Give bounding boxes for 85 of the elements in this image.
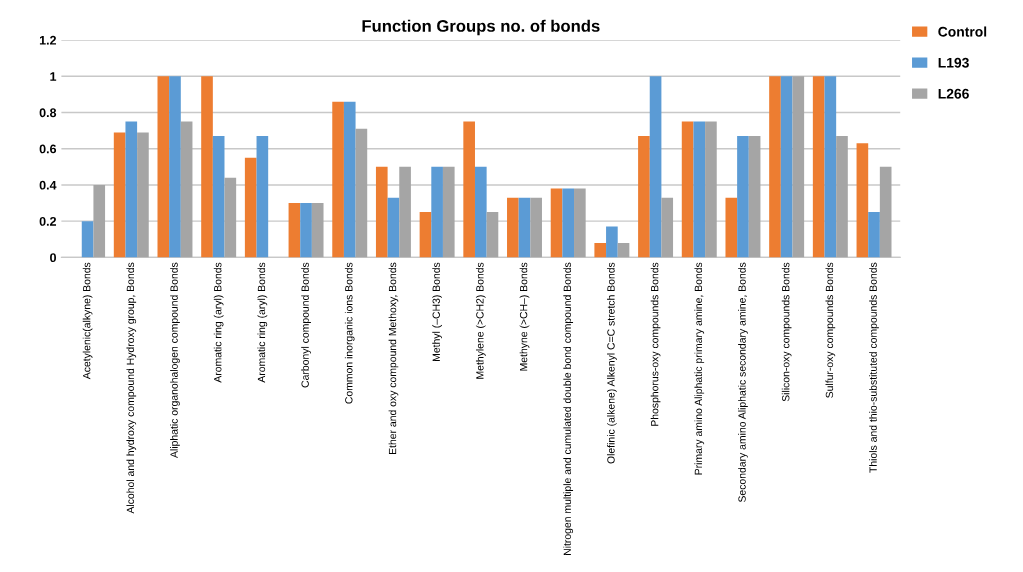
x-tick-label: Methyne (>CH–) Bonds xyxy=(519,262,530,371)
bar xyxy=(311,203,324,258)
x-tick-label: Aromatic ring (aryl) Bonds xyxy=(257,262,268,383)
bar xyxy=(244,157,257,258)
x-tick-label: Thiols and thio-substituted compounds Bonds xyxy=(869,262,879,473)
bar xyxy=(212,136,225,258)
bar xyxy=(399,166,411,258)
bar xyxy=(180,121,193,258)
bar xyxy=(256,136,269,258)
bar xyxy=(81,221,94,258)
x-tick-label: Olefinic (alkene) Alkenyl C=C stretch Bonds xyxy=(607,262,617,464)
bar xyxy=(288,203,301,258)
x-tick-label: Aromatic ring (aryl) Bonds xyxy=(213,262,224,383)
bar xyxy=(169,76,181,258)
legend-label: L266 xyxy=(938,88,969,99)
bar xyxy=(617,242,630,258)
bar xyxy=(824,76,837,258)
bar xyxy=(879,166,892,258)
bar xyxy=(375,166,388,258)
bar xyxy=(638,136,650,258)
bar xyxy=(769,76,781,258)
x-tick-label: Aliphatic organohalogen compound Bonds xyxy=(170,262,180,458)
bar xyxy=(530,197,542,258)
bar xyxy=(224,177,237,258)
bar xyxy=(737,136,749,258)
bar xyxy=(856,143,869,258)
y-tick-label: 0.4 xyxy=(39,180,57,190)
bar xyxy=(606,226,618,258)
bar xyxy=(300,203,312,258)
bar xyxy=(332,101,344,258)
bar xyxy=(431,166,443,258)
bar xyxy=(125,121,138,258)
bar xyxy=(574,188,586,258)
bar xyxy=(507,197,519,258)
legend-label: L193 xyxy=(938,57,969,68)
bar xyxy=(486,212,499,258)
bar xyxy=(725,197,738,258)
bar xyxy=(355,128,368,258)
bar xyxy=(780,76,793,258)
bar xyxy=(343,101,356,258)
legend-label: Control xyxy=(938,26,987,37)
x-tick-label: Ether and oxy compound Methoxy, Bonds xyxy=(388,262,399,455)
x-tick-label: Common inorganic ions Bonds xyxy=(344,262,355,404)
x-tick-label: Silicon-oxy compounds Bonds xyxy=(781,262,792,402)
bar xyxy=(693,121,706,258)
bar xyxy=(836,136,848,258)
bar xyxy=(474,166,487,258)
bar xyxy=(550,188,563,258)
y-tick-label: 1 xyxy=(50,72,57,81)
bar xyxy=(518,197,531,258)
bar xyxy=(419,212,432,258)
x-tick-label: Methyl (–CH3) Bonds xyxy=(432,262,442,361)
bar xyxy=(868,212,880,258)
bar xyxy=(681,121,694,258)
bar xyxy=(705,121,717,258)
bar xyxy=(113,132,126,258)
y-tick-label: 0.6 xyxy=(39,144,57,154)
bar xyxy=(463,121,475,258)
bar xyxy=(201,76,213,258)
bar xyxy=(387,197,400,258)
bar xyxy=(792,76,805,258)
bar xyxy=(594,242,607,258)
x-tick-label: Methylene (>CH2) Bonds xyxy=(475,262,486,379)
bar xyxy=(661,197,674,258)
bar xyxy=(137,132,149,258)
y-tick-label: 0 xyxy=(50,253,57,263)
x-tick-label: Primary amino Aliphatic primary amine, Bonds xyxy=(694,262,705,475)
x-tick-label: Secondary amino Aliphatic secondary amine, Bonds xyxy=(738,262,748,503)
bar xyxy=(442,166,455,258)
bar xyxy=(748,136,761,258)
y-tick-label: 0.8 xyxy=(39,108,57,118)
bar xyxy=(562,188,575,258)
x-tick-label: Nitrogen multiple and cumulated double bond compound Bonds xyxy=(563,262,574,555)
y-tick-label: 1.2 xyxy=(39,35,57,45)
chart-title: Function Groups no. of bonds xyxy=(362,19,600,36)
bar xyxy=(157,76,170,258)
x-tick-label: Carbonyl compound Bonds xyxy=(301,262,311,388)
bar xyxy=(812,76,825,258)
y-tick-label: 0.2 xyxy=(39,216,57,226)
x-tick-label: Alcohol and hydroxy compound Hydroxy group, Bonds xyxy=(126,262,137,514)
x-tick-label: Sulfur-oxy compounds Bonds xyxy=(825,262,836,398)
bar xyxy=(93,184,106,258)
x-tick-label: Phosphorus-oxy compounds Bonds xyxy=(650,262,661,426)
bar xyxy=(649,76,662,258)
x-tick-label: Acetylenic(alkyne) Bonds xyxy=(82,262,93,380)
